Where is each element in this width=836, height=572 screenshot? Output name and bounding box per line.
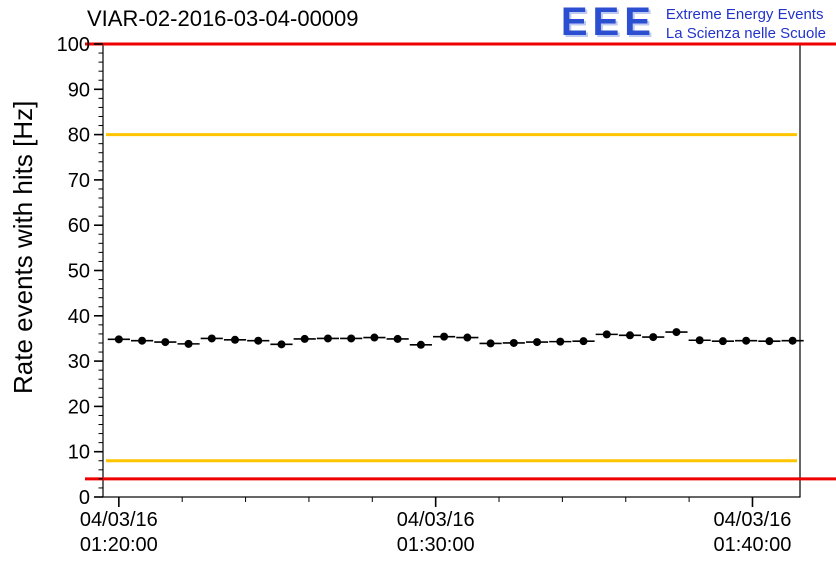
y-axis-title: Rate events with hits [Hz] [8,100,38,394]
rate-marker [231,335,240,344]
rate-marker [625,331,634,340]
data-points [107,328,804,349]
eee-logo-line1: Extreme Energy Events [665,6,824,23]
svg-text:60: 60 [68,215,90,237]
eee-logo-letters: EEE [560,0,656,44]
rate-marker [765,337,774,346]
rate-marker [718,337,727,346]
svg-text:100: 100 [57,34,90,56]
rate-marker [347,334,356,343]
rate-marker [742,336,751,345]
axis-frame [102,43,801,498]
plot-title: VIAR-02-2016-03-04-00009 [87,6,359,31]
svg-text:30: 30 [68,351,90,373]
rate-marker [138,336,147,345]
x-tick-date: 04/03/16 [397,509,475,531]
svg-text:0: 0 [79,487,90,509]
svg-text:40: 40 [68,306,90,328]
rate-marker [393,334,402,343]
svg-text:20: 20 [68,396,90,418]
rate-marker [440,332,449,341]
svg-text:50: 50 [68,261,90,283]
rate-marker [254,336,263,345]
rate-marker [672,328,681,337]
rate-marker [370,333,379,342]
rate-marker [695,336,704,345]
threshold-lines [85,42,836,481]
rate-marker [184,339,193,348]
rate-marker [486,339,495,348]
svg-text:80: 80 [68,125,90,147]
y-axis-ticks: 0 10 20 30 40 50 60 70 80 90 100 [57,34,103,509]
eee-logo-line2: La Scienza nelle Scuole [665,25,826,42]
rate-marker [300,334,309,343]
x-tick-time: 01:20:00 [80,534,158,556]
eee-logo-caption: Extreme Energy Events La Scienza nelle S… [666,2,826,43]
svg-text:10: 10 [68,442,90,464]
rate-marker [323,334,332,343]
rate-marker [114,335,123,344]
rate-marker [602,330,611,339]
x-tick-date: 04/03/16 [80,509,158,531]
rate-marker [556,337,565,346]
rate-marker [463,333,472,342]
rate-marker [277,340,286,349]
rate-marker [788,336,797,345]
svg-text:70: 70 [68,170,90,192]
rate-marker [649,333,658,342]
rate-marker [509,338,518,347]
eee-logo: EEE Extreme Energy Events La Scienza nel… [561,2,826,43]
rate-marker [161,338,170,347]
rate-marker [207,334,216,343]
rate-marker [533,338,542,347]
x-tick-time: 01:30:00 [397,534,475,556]
x-tick-time: 01:40:00 [714,534,792,556]
svg-text:90: 90 [68,79,90,101]
x-tick-date: 04/03/16 [714,509,792,531]
rate-marker [416,340,425,349]
x-axis-ticks: 04/03/16 01:20:00 04/03/16 01:30:00 04/03/16… [80,497,791,556]
rate-marker [579,337,588,346]
